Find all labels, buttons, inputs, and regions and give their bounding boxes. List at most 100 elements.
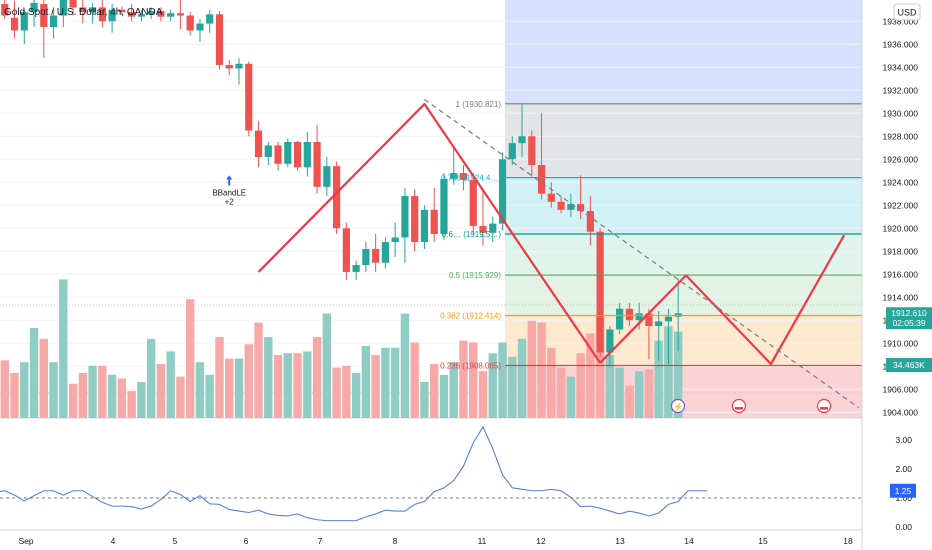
volume-bar xyxy=(390,347,400,418)
candle xyxy=(186,12,194,36)
volume-bar xyxy=(527,320,536,418)
candle-body xyxy=(89,7,97,13)
candle xyxy=(606,326,614,367)
price-tick-label: 1910.000 xyxy=(883,338,919,348)
volume-bar xyxy=(244,344,253,418)
candle xyxy=(293,140,302,171)
volume-bar xyxy=(478,371,488,418)
price-tick-label: 1922.000 xyxy=(883,200,919,210)
candle xyxy=(372,234,380,272)
candle-body xyxy=(176,13,185,16)
candle xyxy=(30,0,38,27)
candle-body xyxy=(635,313,643,321)
volume-bar xyxy=(634,371,644,418)
candle-body xyxy=(254,130,263,157)
candle-body xyxy=(625,308,633,321)
time-tick-label: 13 xyxy=(615,536,625,546)
candle-body xyxy=(489,223,497,233)
indicator-value-tag xyxy=(890,483,916,498)
candle-body xyxy=(381,242,389,263)
countdown-value: 02:05:39 xyxy=(892,318,925,328)
volume-bar xyxy=(420,382,429,418)
candle xyxy=(245,61,253,137)
candle-body xyxy=(157,10,165,17)
grid-layer xyxy=(0,20,862,419)
volume-bar xyxy=(664,326,673,418)
volume-bar xyxy=(332,367,341,418)
candle-body xyxy=(274,145,282,164)
volume-bar xyxy=(625,385,634,418)
candle-body xyxy=(440,178,448,234)
candle-body xyxy=(606,329,614,353)
volume-bar xyxy=(156,364,166,418)
candle-body xyxy=(284,142,292,164)
volume-bar xyxy=(88,365,97,418)
indicator-tick-label: 1.00 xyxy=(895,493,912,503)
volume-bar xyxy=(371,355,380,418)
time-tick-label: 4 xyxy=(111,536,116,546)
volume-bar xyxy=(273,355,283,418)
buy-arrow-icon xyxy=(226,175,233,186)
candle-body xyxy=(303,142,311,168)
candle-body xyxy=(557,201,565,210)
candle-body xyxy=(401,196,409,238)
candle xyxy=(20,9,28,45)
candle xyxy=(586,196,594,246)
price-tick-label: 1918.000 xyxy=(883,246,919,256)
candle xyxy=(254,121,263,168)
volume-bar xyxy=(29,328,39,418)
volume-value: 34.463K xyxy=(893,360,925,370)
event-marker-circle xyxy=(816,398,832,414)
candle-body xyxy=(215,14,224,65)
indicator-pane xyxy=(0,425,862,531)
candle xyxy=(557,196,565,214)
candle-body xyxy=(98,7,106,22)
candle-body xyxy=(459,173,468,180)
time-tick-label: 18 xyxy=(843,536,853,546)
candle xyxy=(625,303,633,326)
candle xyxy=(518,104,526,157)
candle-body xyxy=(352,265,360,272)
fib-label-0.786: 0.786 (1924.4…) xyxy=(441,174,501,183)
candle xyxy=(157,7,165,22)
candle-body xyxy=(79,7,87,13)
candle-body xyxy=(108,9,116,22)
candle xyxy=(528,130,536,177)
candle xyxy=(342,222,350,280)
projection-path xyxy=(599,234,846,366)
signal-name: BBandLE xyxy=(212,188,246,197)
chart-title: Gold Spot / U.S. Dollar, 4h, OANDA xyxy=(4,7,163,18)
fib-label-0.5: 0.5 (1915.929) xyxy=(449,271,501,280)
price-tick-label: 1936.000 xyxy=(883,39,919,49)
candle xyxy=(147,7,155,19)
price-tick-label: 1934.000 xyxy=(883,62,919,72)
candle-body xyxy=(362,248,370,266)
candle-body xyxy=(49,15,58,27)
price-tick-label: 1906.000 xyxy=(883,384,919,394)
time-tick-label: 15 xyxy=(758,536,768,546)
event-marker-glyph: ▬ xyxy=(735,403,743,412)
currency-button[interactable]: USD xyxy=(893,3,921,21)
candle xyxy=(655,311,663,361)
candle-body xyxy=(645,313,653,326)
price-tick-label: 1926.000 xyxy=(883,154,919,164)
time-tick-label: 5 xyxy=(173,536,178,546)
candle-body xyxy=(664,316,673,322)
candle xyxy=(333,161,341,234)
candle xyxy=(313,124,321,194)
candle-body xyxy=(469,179,477,226)
dashed-trendline xyxy=(424,98,860,409)
volume-layer xyxy=(0,279,683,418)
candle-body xyxy=(1,4,9,16)
currency-label: USD xyxy=(897,8,917,18)
candle-body xyxy=(69,0,77,8)
candle xyxy=(537,113,546,200)
event-marker-circle xyxy=(670,398,686,414)
volume-bar xyxy=(98,365,107,418)
time-tick-label: 12 xyxy=(536,536,546,546)
candle-body xyxy=(147,10,155,15)
volume-bar xyxy=(176,376,185,418)
time-tick-label: 11 xyxy=(478,536,487,546)
volume-bar xyxy=(654,340,663,418)
